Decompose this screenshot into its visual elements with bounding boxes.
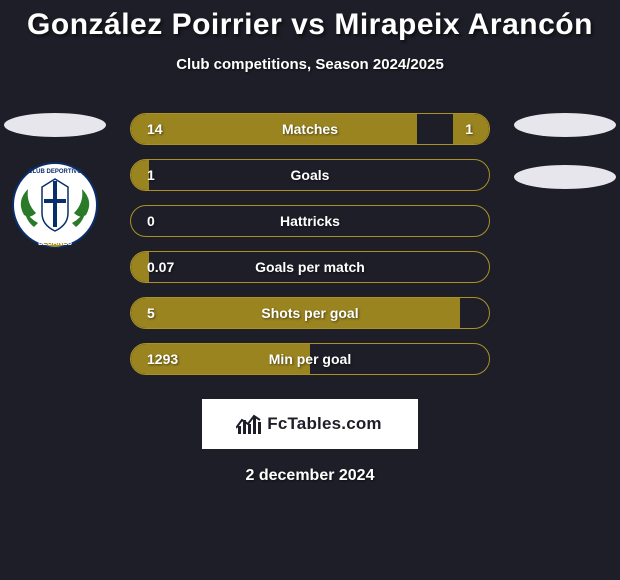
- stat-bar: 14Matches1: [130, 113, 490, 145]
- svg-text:LEGANÉS: LEGANÉS: [38, 238, 72, 247]
- date-line: 2 december 2024: [0, 467, 620, 485]
- fctables-logo: FcTables.com: [202, 399, 418, 449]
- logo-text: FcTables.com: [267, 414, 382, 434]
- stats-bars: 14Matches11Goals0Hattricks0.07Goals per …: [130, 113, 490, 375]
- bar-label: Matches: [131, 121, 489, 137]
- bar-label: Hattricks: [131, 213, 489, 229]
- svg-text:CLUB DEPORTIVO: CLUB DEPORTIVO: [28, 169, 82, 175]
- bar-label: Goals per match: [131, 259, 489, 275]
- right-ellipse-2: [514, 165, 616, 189]
- right-player-col: [510, 113, 620, 189]
- bar-label: Shots per goal: [131, 305, 489, 321]
- stat-bar: 0.07Goals per match: [130, 251, 490, 283]
- comparison-row: CLUB DEPORTIVO LEGANÉS 14Matches11Goals0…: [0, 113, 620, 375]
- stat-bar: 1Goals: [130, 159, 490, 191]
- leganes-badge-icon: CLUB DEPORTIVO LEGANÉS: [6, 161, 104, 249]
- bar-label: Goals: [131, 167, 489, 183]
- stat-bar: 1293Min per goal: [130, 343, 490, 375]
- logo-chart-icon: [238, 414, 261, 434]
- bar-value-right: 1: [465, 121, 473, 137]
- left-player-col: CLUB DEPORTIVO LEGANÉS: [0, 113, 110, 249]
- stat-bar: 5Shots per goal: [130, 297, 490, 329]
- bar-label: Min per goal: [131, 351, 489, 367]
- left-ellipse: [4, 113, 106, 137]
- right-ellipse-1: [514, 113, 616, 137]
- left-club-badge: CLUB DEPORTIVO LEGANÉS: [6, 161, 104, 249]
- subtitle: Club competitions, Season 2024/2025: [0, 56, 620, 73]
- stat-bar: 0Hattricks: [130, 205, 490, 237]
- page-title: González Poirrier vs Mirapeix Arancón: [0, 8, 620, 42]
